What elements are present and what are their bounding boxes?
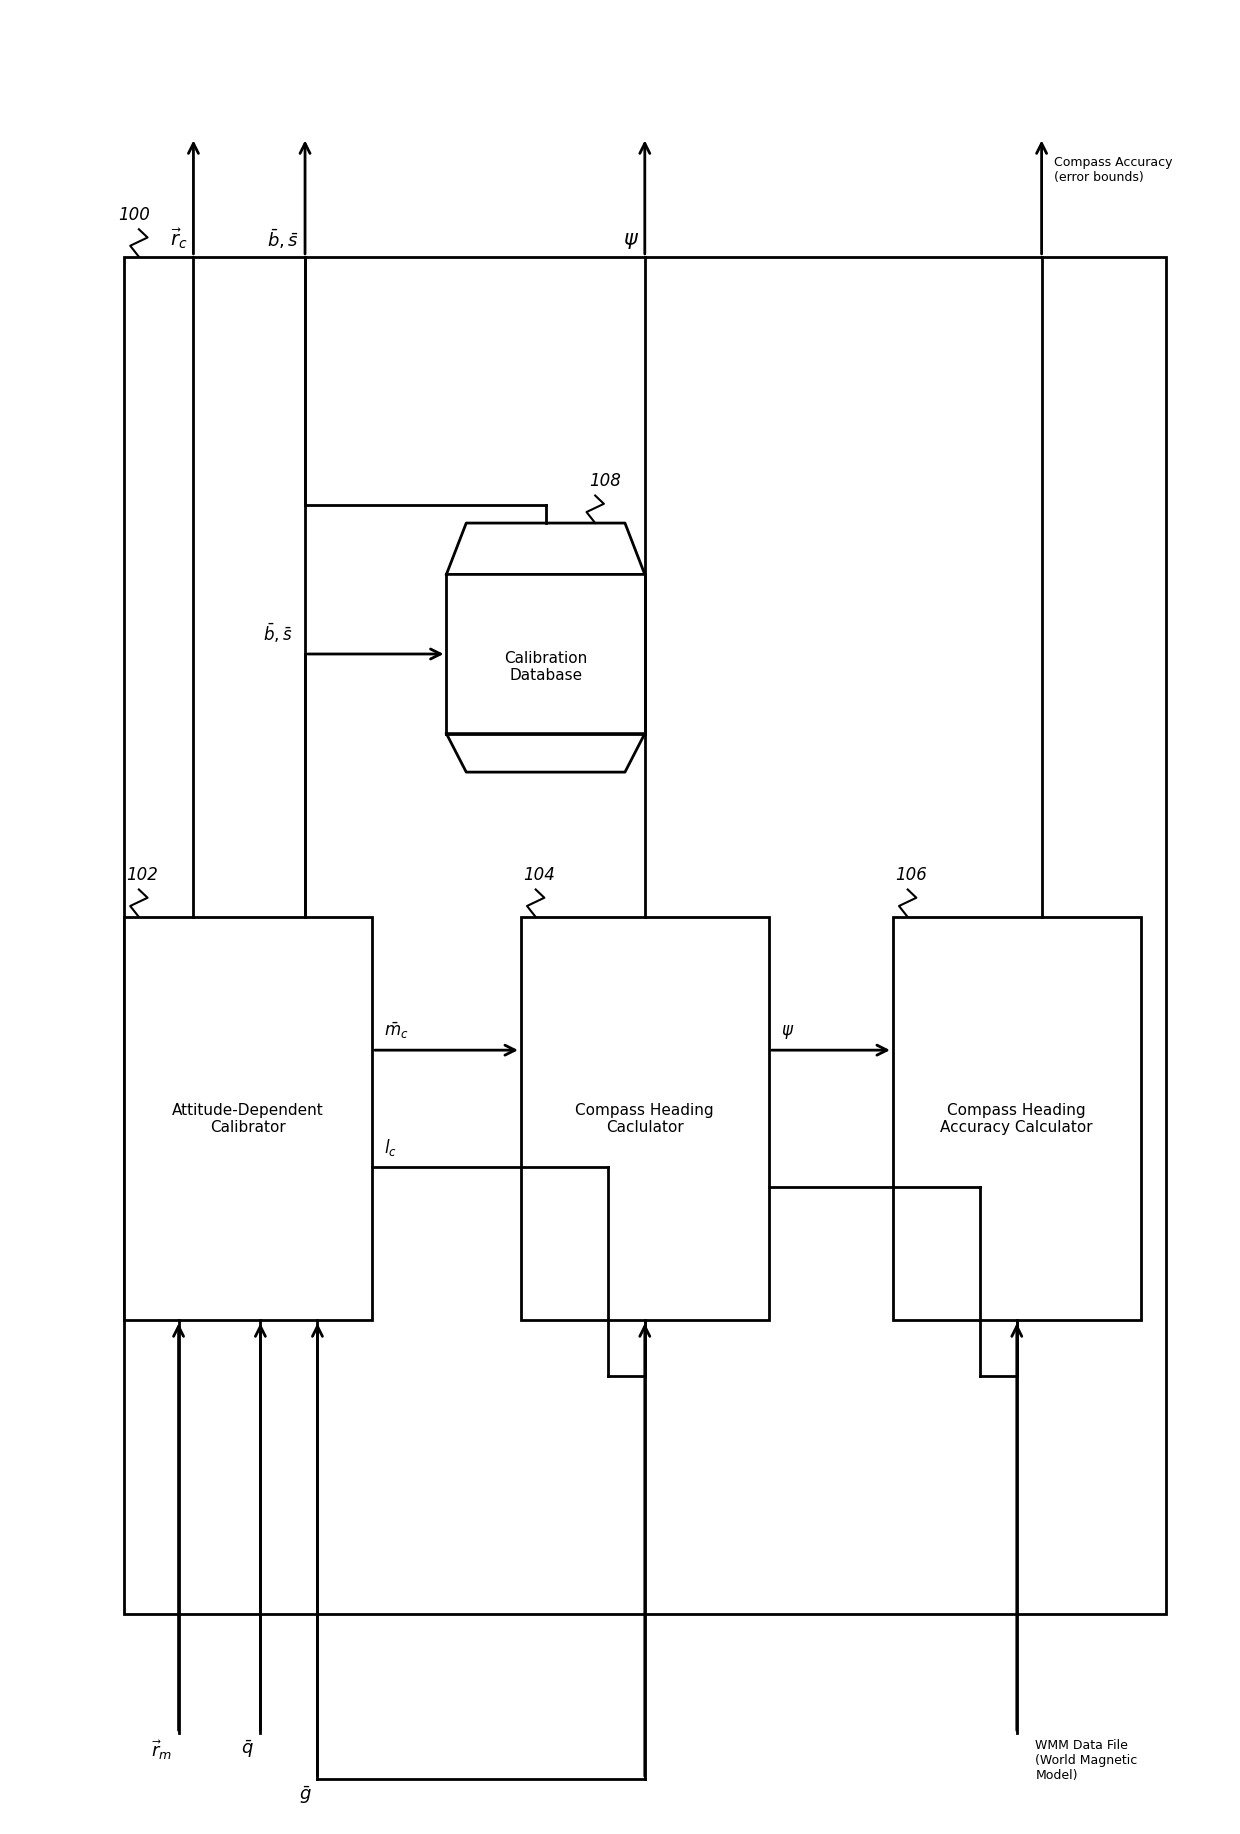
- Text: Compass Accuracy
(error bounds): Compass Accuracy (error bounds): [1054, 156, 1173, 183]
- Text: Attitude-Dependent
Calibrator: Attitude-Dependent Calibrator: [172, 1102, 324, 1135]
- Text: 102: 102: [126, 866, 159, 884]
- Text: Calibration
Database: Calibration Database: [503, 651, 588, 682]
- Text: 104: 104: [523, 866, 556, 884]
- Bar: [893, 917, 1141, 1320]
- Polygon shape: [446, 523, 645, 574]
- Text: $\bar{m}_c$: $\bar{m}_c$: [384, 1020, 409, 1042]
- Bar: [521, 917, 769, 1320]
- Text: $\vec{r}_m$: $\vec{r}_m$: [151, 1739, 172, 1762]
- Text: $\bar{q}$: $\bar{q}$: [242, 1739, 254, 1761]
- Text: WMM Data File
(World Magnetic
Model): WMM Data File (World Magnetic Model): [1035, 1739, 1137, 1781]
- Text: $\psi$: $\psi$: [781, 1023, 795, 1042]
- Text: 100: 100: [118, 205, 150, 224]
- Polygon shape: [446, 734, 645, 772]
- Text: 106: 106: [895, 866, 928, 884]
- Text: $\bar{g}$: $\bar{g}$: [299, 1784, 311, 1806]
- Text: $\vec{r}_c$: $\vec{r}_c$: [170, 227, 187, 251]
- Text: $\bar{b},\bar{s}$: $\bar{b},\bar{s}$: [263, 622, 293, 646]
- Bar: [124, 257, 1166, 1614]
- Text: $\bar{b},\bar{s}$: $\bar{b},\bar{s}$: [267, 227, 299, 251]
- Text: 108: 108: [589, 471, 621, 490]
- Text: Compass Heading
Accuracy Calculator: Compass Heading Accuracy Calculator: [940, 1102, 1094, 1135]
- Text: Compass Heading
Caclulator: Compass Heading Caclulator: [575, 1102, 714, 1135]
- Text: $\psi$: $\psi$: [622, 231, 639, 251]
- Text: $l_c$: $l_c$: [384, 1137, 397, 1157]
- Bar: [124, 917, 372, 1320]
